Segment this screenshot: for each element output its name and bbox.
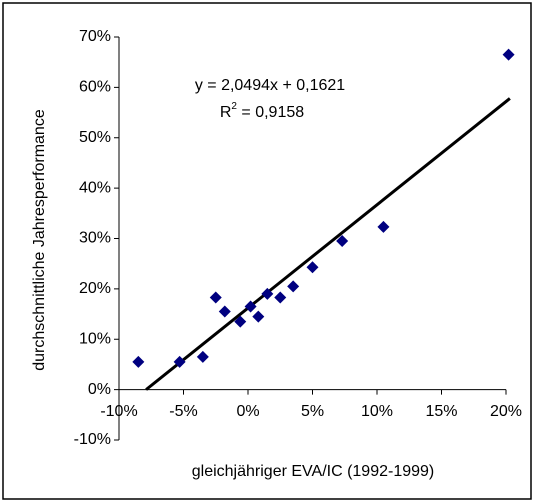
data-point [244, 300, 257, 313]
trendline [145, 97, 511, 391]
y-tick-label: 10% [79, 330, 111, 347]
data-point [502, 48, 515, 61]
data-point [336, 235, 349, 248]
x-tick-label: -10% [100, 403, 137, 420]
x-tick-label: 15% [425, 403, 457, 420]
data-point [377, 220, 390, 233]
data-point [196, 350, 209, 363]
x-tick-label: 5% [301, 403, 324, 420]
r-sup: 2 [231, 101, 237, 112]
y-tick-label: 30% [79, 230, 111, 247]
y-tick-label: 60% [79, 79, 111, 96]
y-tick-label: 70% [79, 28, 111, 45]
y-tick-label: -10% [74, 431, 111, 448]
r-base: R [220, 104, 232, 121]
data-point [306, 261, 319, 274]
y-tick-label: 50% [79, 129, 111, 146]
data-point [287, 280, 300, 293]
data-point [261, 287, 274, 300]
data-point [173, 355, 186, 368]
data-point [252, 310, 265, 323]
x-tick-label: 0% [236, 403, 259, 420]
x-axis-label: gleichjähriger EVA/IC (1992-1999) [192, 463, 435, 480]
data-point [274, 291, 287, 304]
equation: y = 2,0494x + 0,1621 [195, 77, 345, 94]
data-point [132, 355, 145, 368]
y-tick-label: 20% [79, 280, 111, 297]
y-axis-label: durchschnittliche Jahresperformance [31, 109, 48, 371]
x-tick-label: 10% [361, 403, 393, 420]
x-tick-label: 20% [490, 403, 522, 420]
r-squared: R2 = 0,9158 [220, 101, 304, 122]
data-point [218, 305, 231, 318]
data-point [209, 291, 222, 304]
r-rest: = 0,9158 [237, 104, 304, 121]
data-point [234, 315, 247, 328]
y-tick-label: 0% [88, 381, 111, 398]
y-tick-label: 40% [79, 179, 111, 196]
x-tick-label: -5% [169, 403, 197, 420]
